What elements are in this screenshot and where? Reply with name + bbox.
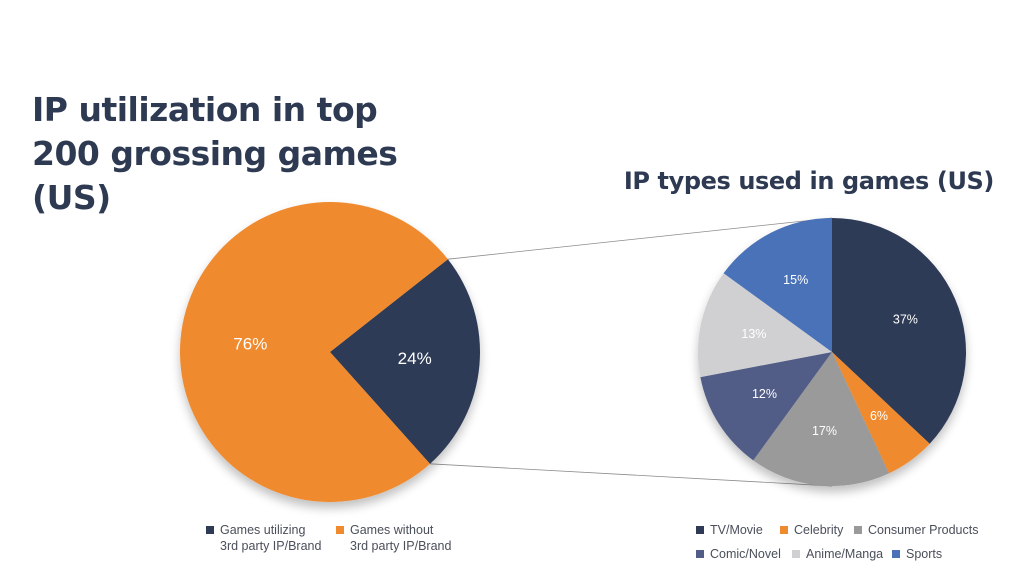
legend-swatch xyxy=(696,550,704,558)
ip-types-label-consumer-products: 17% xyxy=(812,424,837,438)
ip-utilization-label-games-without-3rd-party-ip-brand: 76% xyxy=(233,334,267,353)
ip-types-label-celebrity: 6% xyxy=(870,409,888,423)
legend-label: Sports xyxy=(906,547,943,561)
ip-types-slice-tv-movie xyxy=(832,218,966,444)
ip-utilization-legend-item-games-without-3rd-party-ip-brand: Games without 3rd party IP/Brand xyxy=(336,522,451,554)
ip-types-slice-celebrity xyxy=(832,352,930,474)
legend-label: Anime/Manga xyxy=(806,547,884,561)
ip-utilization-label-games-utilizing-3rd-party-ip-brand: 24% xyxy=(398,349,432,368)
ip-types-legend-item-comic-novel: Comic/Novel xyxy=(696,546,781,562)
main-chart-title: IP utilization in top 200 grossing games… xyxy=(32,90,398,217)
connector-line-bottom xyxy=(429,463,833,487)
ip-types-slice-sports xyxy=(723,218,832,352)
ip-types-pie-labels: 37% 6% 17% 12% 13% 15% xyxy=(741,273,918,438)
ip-types-pie xyxy=(697,218,966,487)
connector-line-top xyxy=(447,217,833,260)
ip-utilization-legend: Games utilizing 3rd party IP/Brand Games … xyxy=(206,522,506,562)
legend-label: Games without 3rd party IP/Brand xyxy=(350,523,452,553)
ip-types-slice-comic-novel xyxy=(700,352,832,461)
legend-label: Celebrity xyxy=(794,523,844,537)
ip-types-legend: TV/Movie Celebrity Consumer Products Comic/… xyxy=(696,522,1016,566)
ip-types-slice-consumer-products xyxy=(753,352,890,487)
ip-types-label-tv-movie: 37% xyxy=(893,312,918,326)
legend-label: TV/Movie xyxy=(710,523,763,537)
legend-swatch xyxy=(854,526,862,534)
legend-swatch xyxy=(780,526,788,534)
ip-utilization-pie-labels: 24% 76% xyxy=(233,334,431,367)
legend-swatch xyxy=(206,526,214,534)
ip-utilization-slice-games-utilizing-3rd-party-ip-brand xyxy=(330,259,480,464)
ip-types-label-comic-novel: 12% xyxy=(752,387,777,401)
ip-types-legend-item-tv-movie: TV/Movie xyxy=(696,522,763,538)
ip-types-legend-item-anime-manga: Anime/Manga xyxy=(792,546,883,562)
legend-label: Consumer Products xyxy=(868,523,979,537)
secondary-chart-title: IP types used in games (US) xyxy=(623,167,995,195)
ip-utilization-pie xyxy=(179,201,480,502)
legend-label: Comic/Novel xyxy=(710,547,781,561)
ip-types-legend-item-sports: Sports xyxy=(892,546,942,562)
ip-types-label-sports: 15% xyxy=(783,273,808,287)
legend-label: Games utilizing 3rd party IP/Brand xyxy=(220,523,322,553)
ip-utilization-legend-item-games-utilizing-3rd-party-ip-brand: Games utilizing 3rd party IP/Brand xyxy=(206,522,321,554)
legend-swatch xyxy=(336,526,344,534)
ip-utilization-slice-games-without-3rd-party-ip-brand xyxy=(179,201,448,502)
ip-types-slice-anime-manga xyxy=(697,273,832,378)
legend-swatch xyxy=(696,526,704,534)
legend-swatch xyxy=(792,550,800,558)
ip-types-legend-item-celebrity: Celebrity xyxy=(780,522,843,538)
ip-types-label-anime-manga: 13% xyxy=(741,327,766,341)
legend-swatch xyxy=(892,550,900,558)
ip-types-legend-item-consumer-products: Consumer Products xyxy=(854,522,978,538)
pie-connector-lines xyxy=(429,217,833,487)
